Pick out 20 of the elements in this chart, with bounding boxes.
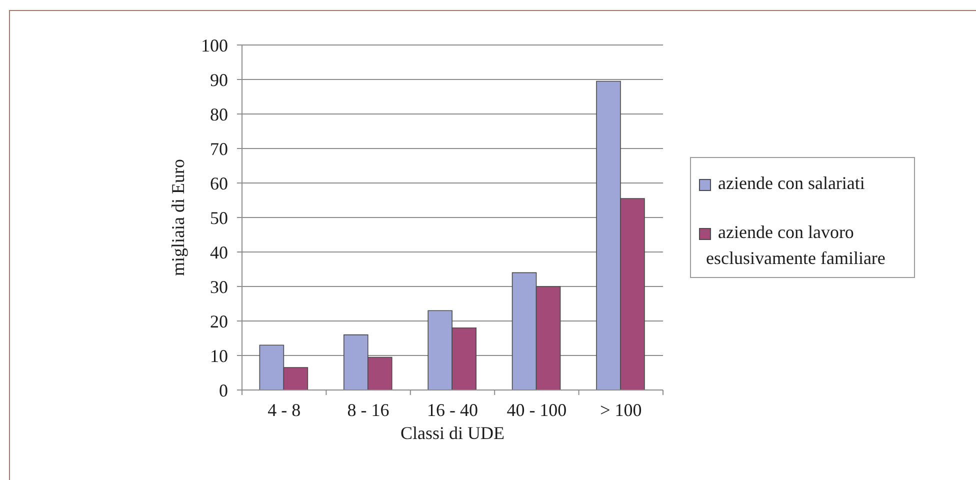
legend-label: aziende con salariati: [718, 173, 865, 193]
y-tick-label: 80: [210, 104, 228, 124]
y-tick-label: 70: [210, 138, 228, 159]
y-tick-label: 30: [210, 276, 228, 297]
y-tick-label: 90: [210, 70, 228, 90]
y-axis-title: migliaia di Euro: [168, 159, 188, 276]
x-tick-label: > 100: [600, 400, 642, 420]
y-tick-label: 50: [210, 208, 228, 228]
y-tick-label: 100: [201, 35, 228, 56]
x-axis-title: Classi di UDE: [400, 423, 505, 443]
x-tick-label: 16 - 40: [427, 400, 478, 420]
y-tick-label: 60: [210, 173, 228, 194]
x-tick-label: 40 - 100: [506, 400, 567, 420]
y-tick-label: 20: [210, 311, 228, 332]
y-tick-label: 0: [219, 380, 228, 400]
x-tick-label: 4 - 8: [268, 400, 301, 420]
y-tick-label: 40: [210, 242, 228, 262]
y-tick-label: 10: [210, 346, 228, 366]
legend-label: aziende con lavoro esclusivamente familiare: [706, 222, 886, 268]
x-tick-label: 8 - 16: [347, 400, 390, 420]
